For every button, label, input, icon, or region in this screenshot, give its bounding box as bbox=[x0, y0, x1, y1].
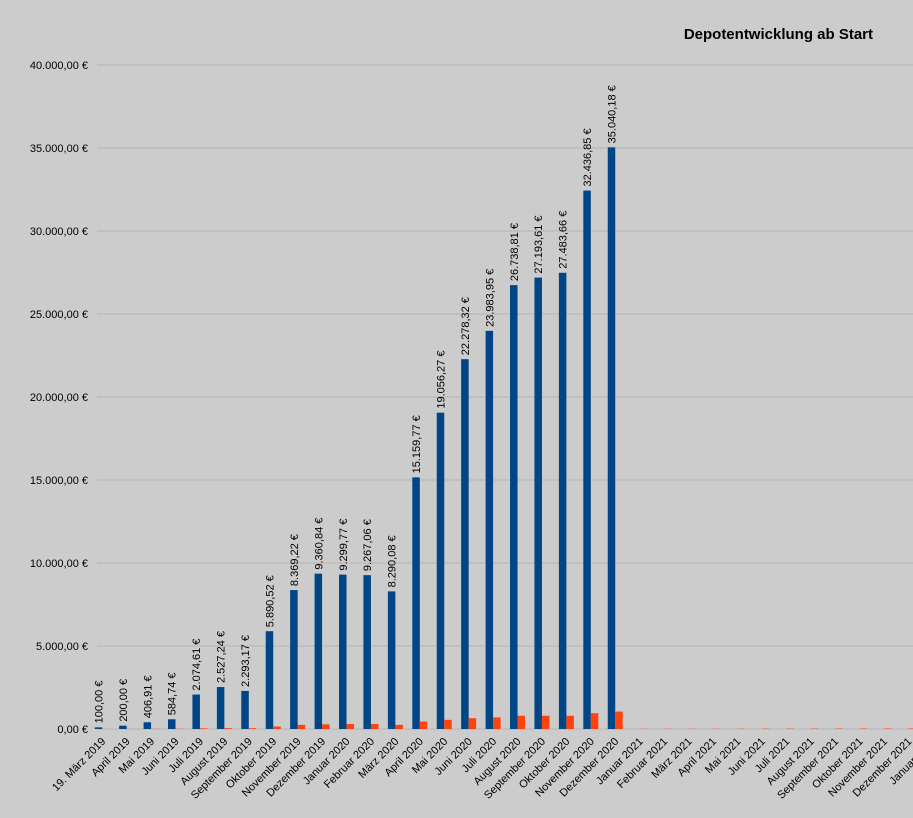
y-tick-label: 20.000,00 € bbox=[30, 392, 88, 404]
data-label: 100,00 € bbox=[93, 681, 105, 724]
y-tick-label: 0,00 € bbox=[57, 724, 88, 736]
data-label: 200,00 € bbox=[118, 679, 130, 722]
data-label: 584,74 € bbox=[167, 672, 179, 715]
bar bbox=[119, 725, 127, 729]
bar bbox=[192, 694, 200, 729]
data-label: 2.074,61 € bbox=[191, 639, 203, 691]
data-label: 2.527,24 € bbox=[216, 631, 228, 683]
data-label: 26.738,81 € bbox=[509, 223, 521, 281]
bar bbox=[290, 590, 298, 729]
data-label: 27.483,66 € bbox=[558, 211, 570, 269]
y-tick-label: 10.000,00 € bbox=[30, 558, 88, 570]
y-tick-label: 30.000,00 € bbox=[30, 226, 88, 238]
bar bbox=[387, 591, 396, 729]
bar bbox=[168, 719, 176, 729]
bar bbox=[558, 272, 567, 729]
bar bbox=[143, 722, 152, 729]
data-label: 9.360,84 € bbox=[313, 518, 325, 570]
bar bbox=[534, 277, 542, 729]
data-label: 5.890,52 € bbox=[264, 575, 276, 627]
bar bbox=[607, 147, 616, 729]
data-label: 2.293,17 € bbox=[240, 635, 252, 687]
bar bbox=[510, 285, 518, 729]
bar bbox=[199, 728, 208, 729]
bar bbox=[541, 715, 550, 729]
y-tick-label: 15.000,00 € bbox=[30, 475, 88, 487]
bar bbox=[436, 412, 445, 729]
bar bbox=[461, 359, 469, 729]
y-tick-label: 35.000,00 € bbox=[30, 143, 88, 155]
bar bbox=[216, 687, 225, 729]
data-label: 19.056,27 € bbox=[435, 351, 447, 409]
data-label: 15.159,77 € bbox=[411, 415, 423, 473]
data-label: 35.040,18 € bbox=[606, 85, 618, 143]
bar bbox=[395, 724, 403, 729]
y-tick-label: 40.000,00 € bbox=[30, 60, 88, 72]
bar bbox=[248, 728, 257, 729]
data-label: 9.267,06 € bbox=[362, 519, 374, 571]
data-label: 8.369,22 € bbox=[289, 534, 301, 586]
data-label: 22.278,32 € bbox=[460, 297, 472, 355]
data-label: 27.193,61 € bbox=[533, 215, 545, 273]
bar bbox=[314, 573, 323, 729]
data-label: 406,91 € bbox=[142, 675, 154, 718]
bar bbox=[908, 728, 913, 729]
bar bbox=[468, 718, 477, 729]
bar bbox=[339, 574, 347, 729]
chart-title: Depotentwicklung ab Start bbox=[684, 26, 873, 43]
bar bbox=[322, 724, 330, 729]
bar bbox=[444, 719, 452, 729]
bar bbox=[485, 330, 494, 729]
bar bbox=[493, 717, 501, 729]
y-tick-label: 25.000,00 € bbox=[30, 309, 88, 321]
bar bbox=[297, 724, 306, 729]
bar bbox=[566, 715, 574, 729]
y-tick-label: 5.000,00 € bbox=[36, 641, 88, 653]
bar bbox=[590, 713, 599, 729]
bar bbox=[412, 477, 420, 729]
bar bbox=[241, 690, 249, 729]
bar bbox=[346, 724, 355, 729]
bar bbox=[363, 575, 371, 729]
data-label: 9.299,77 € bbox=[338, 519, 350, 571]
bar bbox=[265, 631, 274, 729]
bar bbox=[224, 728, 232, 729]
data-label: 23.983,95 € bbox=[484, 269, 496, 327]
bar bbox=[615, 711, 623, 729]
bar bbox=[583, 190, 591, 730]
bar bbox=[517, 715, 526, 729]
bar bbox=[273, 726, 281, 729]
bar bbox=[94, 727, 103, 729]
data-label: 8.290,08 € bbox=[387, 535, 399, 587]
bar bbox=[419, 721, 428, 729]
bar bbox=[370, 724, 379, 729]
data-label: 32.436,85 € bbox=[582, 128, 594, 186]
